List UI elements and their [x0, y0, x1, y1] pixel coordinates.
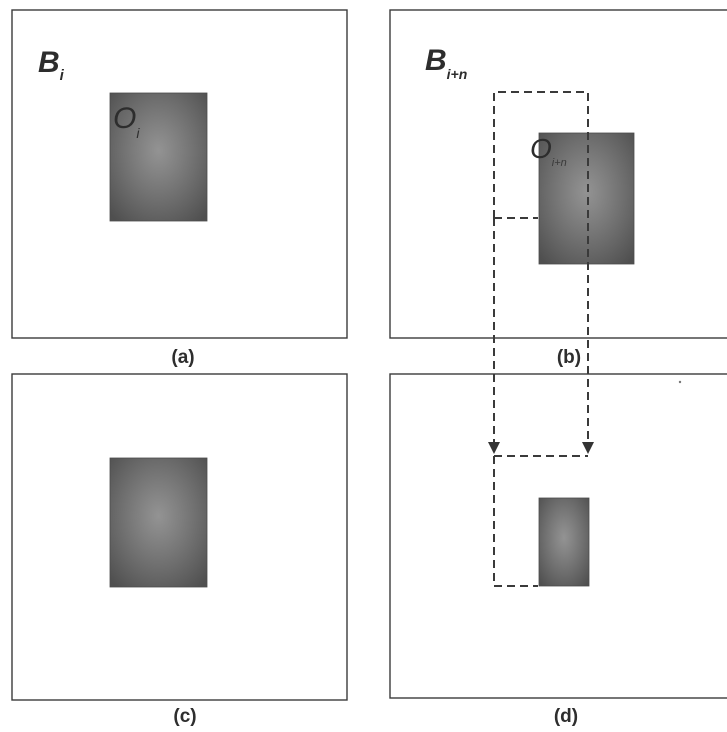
block-label-b: Bi+n	[425, 44, 467, 82]
panel-d: (d)	[389, 373, 727, 727]
object-label-a: Oi	[113, 102, 140, 141]
object-symbol-a: O	[113, 102, 136, 135]
block-label-a: Bi	[38, 46, 65, 84]
object-label-b: Oi+n	[530, 133, 567, 169]
panel-c-caption: (c)	[173, 706, 196, 727]
object-a-box	[109, 92, 208, 222]
object-b-box	[538, 132, 635, 265]
object-d-box	[538, 497, 590, 587]
block-subscript-b: i+n	[447, 66, 468, 82]
block-symbol-b: B	[425, 44, 447, 77]
panel-b-caption: (b)	[557, 347, 581, 368]
panel-c: (c)	[11, 373, 348, 727]
block-subscript-a: i	[60, 67, 65, 84]
block-symbol-a: B	[38, 46, 60, 79]
panel-a: Bi Oi (a)	[11, 9, 348, 368]
panel-b: Bi+n Oi+n (b)	[389, 9, 727, 368]
object-c-box	[109, 457, 208, 588]
arrow-head-left	[488, 442, 500, 454]
panel-d-caption: (d)	[554, 706, 578, 727]
object-subscript-b: i+n	[552, 157, 567, 169]
speck-mark	[678, 380, 682, 384]
panel-a-caption: (a)	[171, 347, 194, 368]
object-symbol-b: O	[530, 133, 552, 164]
dashed-lower-left	[493, 456, 538, 587]
dashed-outline-upper	[493, 91, 589, 448]
projection-path	[488, 91, 594, 587]
object-subscript-a: i	[136, 125, 140, 141]
arrow-head-right	[582, 442, 594, 454]
